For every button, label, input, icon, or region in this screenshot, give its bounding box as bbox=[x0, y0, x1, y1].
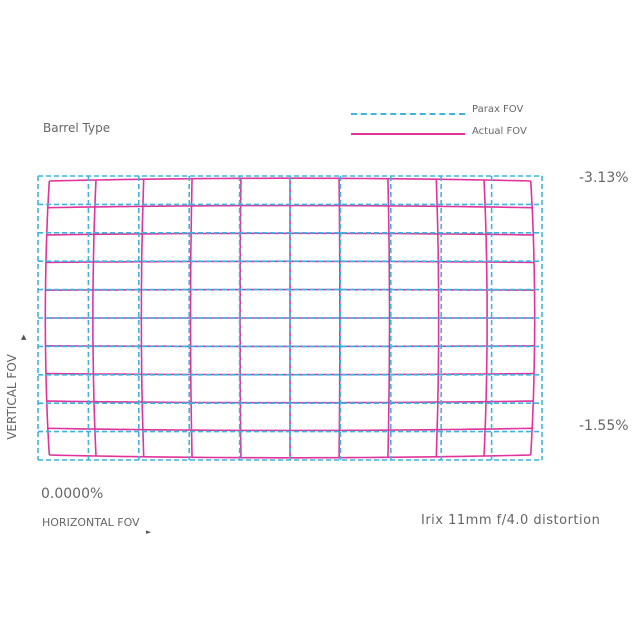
x-axis-label: HORIZONTAL FOV bbox=[42, 516, 140, 529]
edge-distortion-label: -1.55% bbox=[579, 418, 629, 434]
corner-distortion-label: -3.13% bbox=[579, 170, 629, 186]
actual-fov-horizontal-line bbox=[47, 204, 533, 209]
actual-fov-horizontal-line bbox=[47, 427, 533, 432]
x-axis-arrow-icon: ► bbox=[146, 528, 152, 536]
origin-label: 0.0000% bbox=[41, 486, 104, 502]
legend-actual-label: Actual FOV bbox=[472, 126, 527, 137]
legend-parax-line bbox=[351, 113, 465, 115]
caption: Irix 11mm f/4.0 distortion bbox=[421, 513, 601, 528]
y-axis-arrow-icon: ▲ bbox=[21, 333, 27, 341]
chart-title: Barrel Type bbox=[43, 121, 111, 135]
legend-parax-label: Parax FOV bbox=[472, 104, 524, 115]
y-axis-label: VERTICAL FOV bbox=[5, 354, 19, 440]
legend-actual-line bbox=[351, 133, 465, 135]
